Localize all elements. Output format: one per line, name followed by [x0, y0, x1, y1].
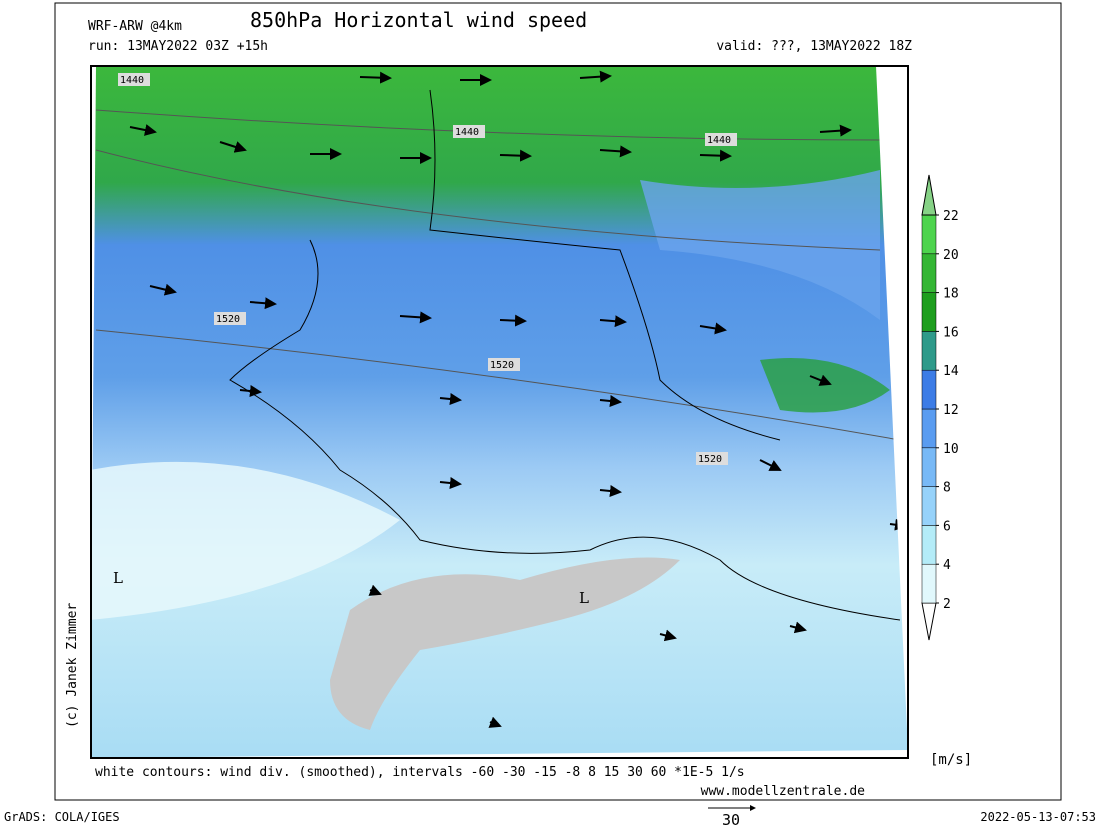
colorbar-box [921, 525, 937, 565]
colorbar-label: 8 [943, 481, 951, 496]
colorbar-extension [921, 174, 937, 216]
map-labels: 1440 1440 1440 1520 1520 1520 L L [113, 73, 737, 607]
colorbar-extension [921, 602, 937, 641]
contour-label: 1520 [216, 314, 240, 325]
colorbar-label: 20 [943, 248, 959, 263]
contour-label: 1440 [455, 127, 479, 138]
reference-arrow-label: 30 [722, 811, 740, 825]
model-label: WRF-ARW @4km [88, 19, 182, 34]
contour-label: 1440 [120, 75, 144, 86]
colorbar-box [921, 563, 937, 604]
colorbar-label: 4 [943, 558, 951, 573]
wind-field [90, 66, 908, 758]
colorbar-box [921, 253, 937, 293]
contour-label: 1520 [490, 360, 514, 371]
contour-label: 1520 [698, 454, 722, 465]
colorbar-box [921, 331, 937, 371]
run-label: run: 13MAY2022 03Z +15h [88, 39, 268, 54]
colorbar: 2 4 6 8 10 12 14 16 18 20 22 [921, 174, 959, 641]
colorbar-label: 6 [943, 519, 951, 534]
colorbar-label: 22 [943, 209, 959, 224]
colorbar-label: 16 [943, 325, 959, 340]
low-marker: L [113, 569, 123, 587]
outer-frame [54, 2, 1062, 801]
colorbar-label: 10 [943, 442, 959, 457]
timestamp: 2022-05-13-07:53 [980, 810, 1096, 824]
label-box [696, 452, 728, 465]
map-frame [90, 65, 909, 759]
software-label: GrADS: COLA/IGES [4, 810, 120, 824]
valid-label: valid: ???, 13MAY2022 18Z [716, 39, 912, 54]
colorbar-label: 2 [943, 597, 951, 612]
wind-patch [90, 461, 400, 620]
colorbar-box [921, 447, 937, 487]
footnote: white contours: wind div. (smoothed), in… [95, 765, 745, 780]
label-box [705, 133, 737, 146]
label-box [214, 312, 246, 325]
label-box [118, 73, 150, 86]
colorbar-unit: [m/s] [930, 752, 972, 768]
wind-arrows [129, 70, 907, 728]
wind-patch [640, 170, 880, 320]
contour-label: 1440 [707, 135, 731, 146]
map-field [90, 66, 908, 758]
borders [229, 89, 901, 621]
website: www.modellzentrale.de [701, 784, 866, 799]
title: 850hPa Horizontal wind speed [250, 8, 587, 32]
copyright: (c) Janek Zimmer [65, 603, 80, 728]
alps-mask [330, 557, 680, 730]
colorbar-label: 12 [943, 403, 959, 418]
colorbar-box [921, 292, 937, 332]
colorbar-box [921, 369, 937, 410]
colorbar-label: 14 [943, 364, 959, 379]
colorbar-box [921, 408, 937, 449]
label-box [453, 125, 485, 138]
colorbar-box [921, 486, 937, 526]
colorbar-label: 18 [943, 287, 959, 302]
colorbar-box [921, 214, 937, 255]
height-contour [95, 109, 901, 441]
low-marker: L [579, 589, 589, 607]
label-box [488, 358, 520, 371]
